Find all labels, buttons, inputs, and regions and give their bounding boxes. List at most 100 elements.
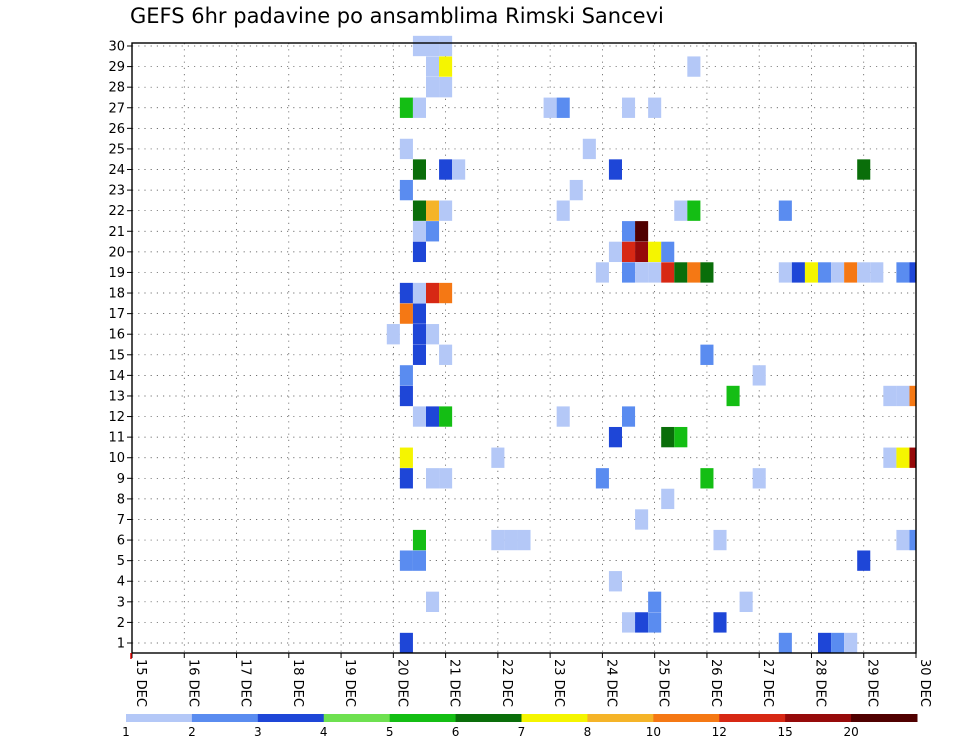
heatmap-cell [412,200,426,221]
heatmap-cell [412,406,426,427]
heatmap-cell [674,426,688,448]
x-tick-label: 25 DEC [656,659,671,707]
heatmap-cell [857,550,871,571]
heatmap-cell [661,241,675,263]
color-scale-swatch [521,714,588,722]
color-scale-label: 1 [122,725,130,739]
y-tick-label: 9 [117,472,125,487]
heatmap-cell [648,612,662,633]
y-tick-label: 24 [108,163,125,178]
heatmap-cell [439,56,453,77]
heatmap-cell [896,529,910,551]
y-tick-label: 16 [108,328,125,343]
heatmap-cell [700,344,714,365]
heatmap-cell [648,262,662,283]
color-scale-swatch [389,714,457,722]
color-scale-legend: 1 2 3 4 5 6 7 8 10 12 15 20 [122,714,918,739]
color-scale-swatch [455,714,522,722]
heatmap-cell [412,241,426,263]
heatmap-cell [439,159,453,180]
x-tick-label: 28 DEC [813,659,828,707]
heatmap-cell [595,262,609,283]
heatmap-cell [648,97,662,118]
heatmap-cell [439,282,453,304]
y-tick-label: 21 [108,225,125,240]
heatmap-cell [661,426,675,448]
heatmap-cell [556,97,570,118]
color-scale-label: 8 [584,725,592,739]
heatmap-cell [661,488,675,510]
heatmap-cell [700,468,714,489]
heatmap-cell [556,406,570,427]
y-tick-label: 10 [108,451,125,466]
heatmap-cell [426,56,440,77]
heatmap-cell [439,35,453,57]
color-scale-swatch [653,714,720,722]
x-tick-label: 17 DEC [238,659,253,707]
heatmap-cell [752,365,766,386]
heatmap-cell [412,221,426,242]
y-tick-label: 13 [108,389,125,404]
heatmap-cell [883,447,897,468]
color-scale-swatch [126,714,193,722]
heatmap-cell [635,241,649,263]
y-tick-label: 2 [117,616,125,631]
heatmap-cell [622,221,636,242]
y-tick-label: 15 [108,348,125,363]
heatmap-cell [713,529,727,551]
heatmap-cell [687,56,701,77]
y-tick-label: 7 [117,513,125,528]
heatmap-cell [426,324,440,345]
heatmap-cell [896,385,910,407]
heatmap-cell [412,324,426,345]
heatmap-cell [909,447,916,468]
heatmap-cell [608,241,622,263]
heatmap-cell [412,550,426,571]
heatmap-cell [844,262,858,283]
grid-lines [132,43,916,653]
heatmap-cell [700,262,714,283]
heatmap-cell [399,303,413,324]
y-tick-label: 26 [108,122,125,137]
heatmap-cell [635,509,649,530]
heatmap-cell [608,426,622,448]
color-scale-label: 6 [452,725,460,739]
heatmap-cell [857,159,871,180]
heatmap-cell [412,97,426,118]
y-axis-ticks: 1234567891011121314151617181920212223242… [108,40,132,652]
heatmap-cell [622,241,636,263]
heatmap-cell [412,303,426,324]
heatmap-cell [426,591,440,612]
heatmap-cell [661,262,675,283]
color-scale-label: 3 [254,725,262,739]
heatmap-cell [622,612,636,633]
x-tick-label: 26 DEC [708,659,723,707]
heatmap-cell [778,632,792,654]
x-tick-label: 21 DEC [447,659,462,707]
x-axis-ticks: 15 DEC 16 DEC 17 DEC 18 DEC 19 DEC 20 DEC 21 D… [130,653,932,707]
y-tick-label: 23 [108,184,125,199]
heatmap-cell [399,632,413,654]
heatmap-cell [412,344,426,365]
heatmap-cell [399,447,413,468]
y-tick-label: 19 [108,266,125,281]
heatmap-cell [399,550,413,571]
y-tick-label: 18 [108,287,125,302]
y-tick-label: 11 [108,431,125,446]
y-tick-label: 30 [108,40,125,55]
heatmap-cell [412,282,426,304]
color-scale-swatch [323,714,391,722]
heatmap-cell [648,241,662,263]
heatmap-cell [896,447,910,468]
heatmap-cell [426,406,440,427]
heatmap-cell [648,591,662,612]
y-tick-label: 3 [117,595,125,610]
x-tick-label: 18 DEC [290,659,305,707]
heatmap-cell [674,262,688,283]
heatmap-cell [608,159,622,180]
heatmap-cell [622,97,636,118]
heatmap-cell [569,179,583,201]
heatmap-cell [818,262,832,283]
heatmap-cell [791,262,805,283]
heatmap-cell [412,35,426,57]
